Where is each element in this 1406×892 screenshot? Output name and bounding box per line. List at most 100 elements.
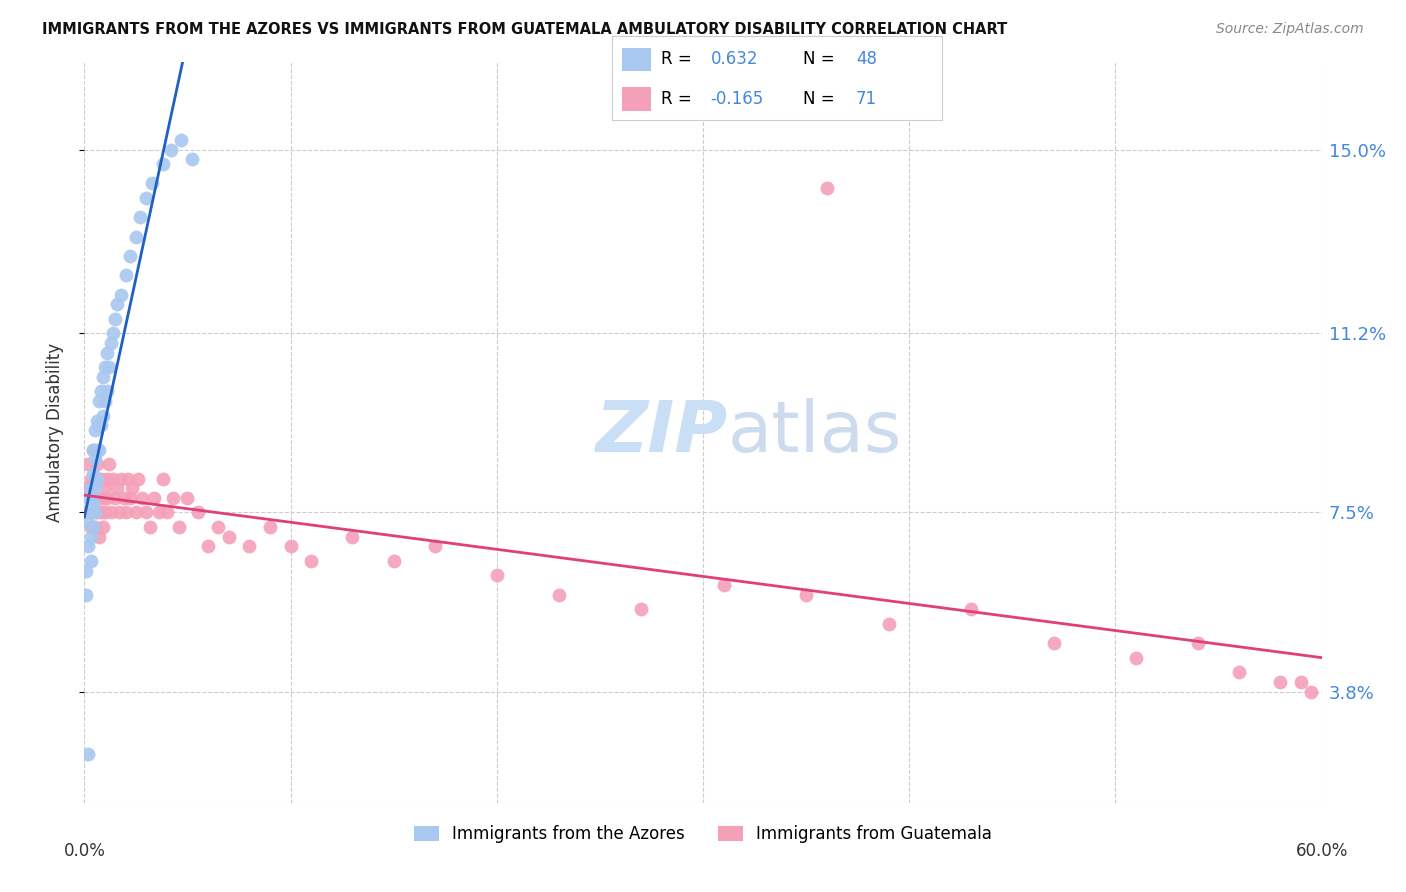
Point (86, 413, 108, 427)
Point (87, 442, 110, 457)
Point (112, 491, 135, 505)
Point (91, 491, 114, 505)
Text: N =: N = (803, 51, 835, 69)
Point (83, 481, 105, 495)
Point (152, 472, 174, 486)
Point (960, 602, 983, 616)
Point (135, 506, 157, 520)
Point (713, 578, 735, 592)
Point (125, 506, 148, 520)
Point (131, 491, 153, 505)
Point (1125, 650, 1147, 665)
Point (91, 409, 114, 423)
Point (83, 423, 105, 437)
Point (94, 481, 117, 495)
Point (96, 491, 118, 505)
Point (79, 530, 101, 544)
Text: atlas: atlas (728, 398, 903, 467)
Point (96, 384, 118, 399)
Point (77, 747, 100, 762)
Text: IMMIGRANTS FROM THE AZORES VS IMMIGRANTS FROM GUATEMALA AMBULATORY DISABILITY CO: IMMIGRANTS FROM THE AZORES VS IMMIGRANTS… (42, 22, 1008, 37)
Point (118, 491, 141, 505)
Point (83, 452, 105, 467)
Point (877, 616, 900, 631)
Point (94, 360, 117, 375)
Text: 60.0%: 60.0% (1295, 841, 1348, 860)
Point (82, 520, 104, 534)
Point (114, 506, 136, 520)
Point (82, 467, 104, 481)
Point (1042, 636, 1064, 650)
Point (77, 539, 100, 553)
Point (82, 496, 104, 510)
Point (218, 530, 240, 544)
Point (94, 394, 117, 409)
Point (87, 418, 110, 433)
Point (156, 506, 179, 520)
Point (83, 520, 105, 534)
Point (815, 181, 838, 195)
Text: ZIP: ZIP (596, 398, 728, 467)
Point (77, 506, 100, 520)
Point (1187, 636, 1209, 650)
Text: N =: N = (803, 90, 835, 108)
Point (104, 491, 127, 505)
Point (79, 506, 101, 520)
Point (75, 481, 97, 495)
Point (82, 442, 104, 457)
Point (96, 472, 118, 486)
Point (1289, 674, 1312, 689)
Point (485, 568, 508, 582)
Point (110, 287, 132, 301)
Point (197, 539, 219, 553)
Point (152, 157, 174, 171)
Point (423, 539, 446, 553)
Point (342, 530, 364, 544)
Point (280, 539, 302, 553)
Point (100, 506, 122, 520)
Point (98, 457, 121, 471)
Point (82, 442, 104, 457)
Point (139, 520, 162, 534)
Point (1227, 665, 1250, 680)
Point (1301, 684, 1323, 698)
Point (105, 297, 128, 311)
Point (91, 370, 114, 384)
Point (90, 384, 112, 399)
Point (143, 491, 166, 505)
Text: 0.0%: 0.0% (63, 841, 105, 860)
Point (83, 506, 105, 520)
Point (90, 506, 112, 520)
Point (180, 152, 202, 166)
Point (100, 336, 122, 351)
Point (104, 312, 127, 326)
Point (77, 491, 100, 505)
Point (121, 481, 143, 495)
Point (382, 554, 405, 568)
Text: 0.632: 0.632 (710, 51, 758, 69)
Text: Source: ZipAtlas.com: Source: ZipAtlas.com (1216, 22, 1364, 37)
Point (79, 481, 101, 495)
Point (207, 520, 229, 534)
Point (129, 211, 152, 225)
Point (86, 472, 108, 486)
Point (1270, 674, 1292, 689)
Point (162, 491, 184, 505)
Point (238, 539, 260, 553)
Point (160, 143, 183, 157)
Text: 71: 71 (856, 90, 877, 108)
Text: 48: 48 (856, 51, 877, 69)
Point (127, 472, 149, 486)
Point (75, 588, 97, 602)
Point (87, 530, 110, 544)
Point (114, 268, 136, 283)
Legend: Immigrants from the Azores, Immigrants from Guatemala: Immigrants from the Azores, Immigrants f… (406, 819, 1000, 850)
Point (86, 457, 108, 471)
Point (79, 520, 101, 534)
Point (117, 472, 139, 486)
Bar (621, 47, 651, 71)
Point (108, 506, 131, 520)
Point (96, 345, 118, 359)
Point (299, 554, 322, 568)
Point (94, 506, 117, 520)
